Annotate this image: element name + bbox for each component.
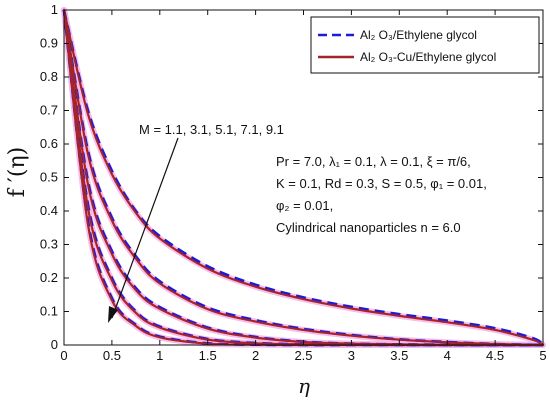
x-tick-label: 3 <box>348 348 355 363</box>
y-tick-label: 1 <box>51 2 58 17</box>
x-tick-label: 3.5 <box>390 348 408 363</box>
x-tick-label: 4 <box>444 348 451 363</box>
y-tick-label: 0.3 <box>40 237 58 252</box>
x-axis-title: η <box>298 374 310 398</box>
y-tick-label: 0.1 <box>40 304 58 319</box>
m-arrow-line <box>111 137 179 319</box>
m-arrow-head <box>108 306 118 323</box>
parameter-annotation: Pr = 7.0, λ₁ = 0.1, λ = 0.1, ξ = π/6, K =… <box>276 154 487 235</box>
y-tick-label: 0.9 <box>40 36 58 51</box>
x-tick-label: 0.5 <box>103 348 121 363</box>
parameter-line: Pr = 7.0, λ₁ = 0.1, λ = 0.1, ξ = π/6, <box>276 154 471 169</box>
parameter-line: φ₂ = 0.01, <box>276 198 333 213</box>
y-axis-title: f ′(η) <box>5 147 30 197</box>
legend-label: Al₂ O₃-Cu/Ethylene glycol <box>360 50 496 64</box>
x-tick-label: 2.5 <box>294 348 312 363</box>
parameter-line: K = 0.1, Rd = 0.3, S = 0.5, φ₁ = 0.01, <box>276 176 487 191</box>
y-tick-label: 0.2 <box>40 270 58 285</box>
m-annotation: M = 1.1, 3.1, 5.1, 7.1, 9.1 <box>139 122 284 137</box>
y-tick-label: 0.8 <box>40 69 58 84</box>
parameter-line: Cylindrical nanoparticles n = 6.0 <box>276 220 461 235</box>
y-tick-label: 0.6 <box>40 136 58 151</box>
x-tick-label: 4.5 <box>486 348 504 363</box>
x-tick-label: 1.5 <box>199 348 217 363</box>
y-tick-label: 0.5 <box>40 170 58 185</box>
x-tick-label: 1 <box>156 348 163 363</box>
legend-box <box>310 16 540 74</box>
series-line-dashed <box>62 9 544 347</box>
legend-label: Al₂ O₃/Ethylene glycol <box>360 28 477 42</box>
series-line-dashed <box>62 9 544 347</box>
ticks-layer: 0 0.5 1 1.5 2 2.5 3 3.5 4 4.5 5 0 0.1 0.2 0.3 0.4 0.5 0.6… <box>40 2 547 363</box>
y-tick-label: 0 <box>51 337 58 352</box>
legend: Al₂ O₃/Ethylene glycol Al₂ O₃-Cu/Ethylene… <box>310 16 540 74</box>
x-tick-label: 0 <box>60 348 67 363</box>
y-tick-label: 0.4 <box>40 203 58 218</box>
x-tick-label: 5 <box>539 348 546 363</box>
curves-layer <box>61 7 546 349</box>
m-arrow <box>108 137 179 323</box>
x-tick-label: 2 <box>252 348 259 363</box>
series-line-solid <box>63 9 544 346</box>
y-tick-label: 0.7 <box>40 103 58 118</box>
